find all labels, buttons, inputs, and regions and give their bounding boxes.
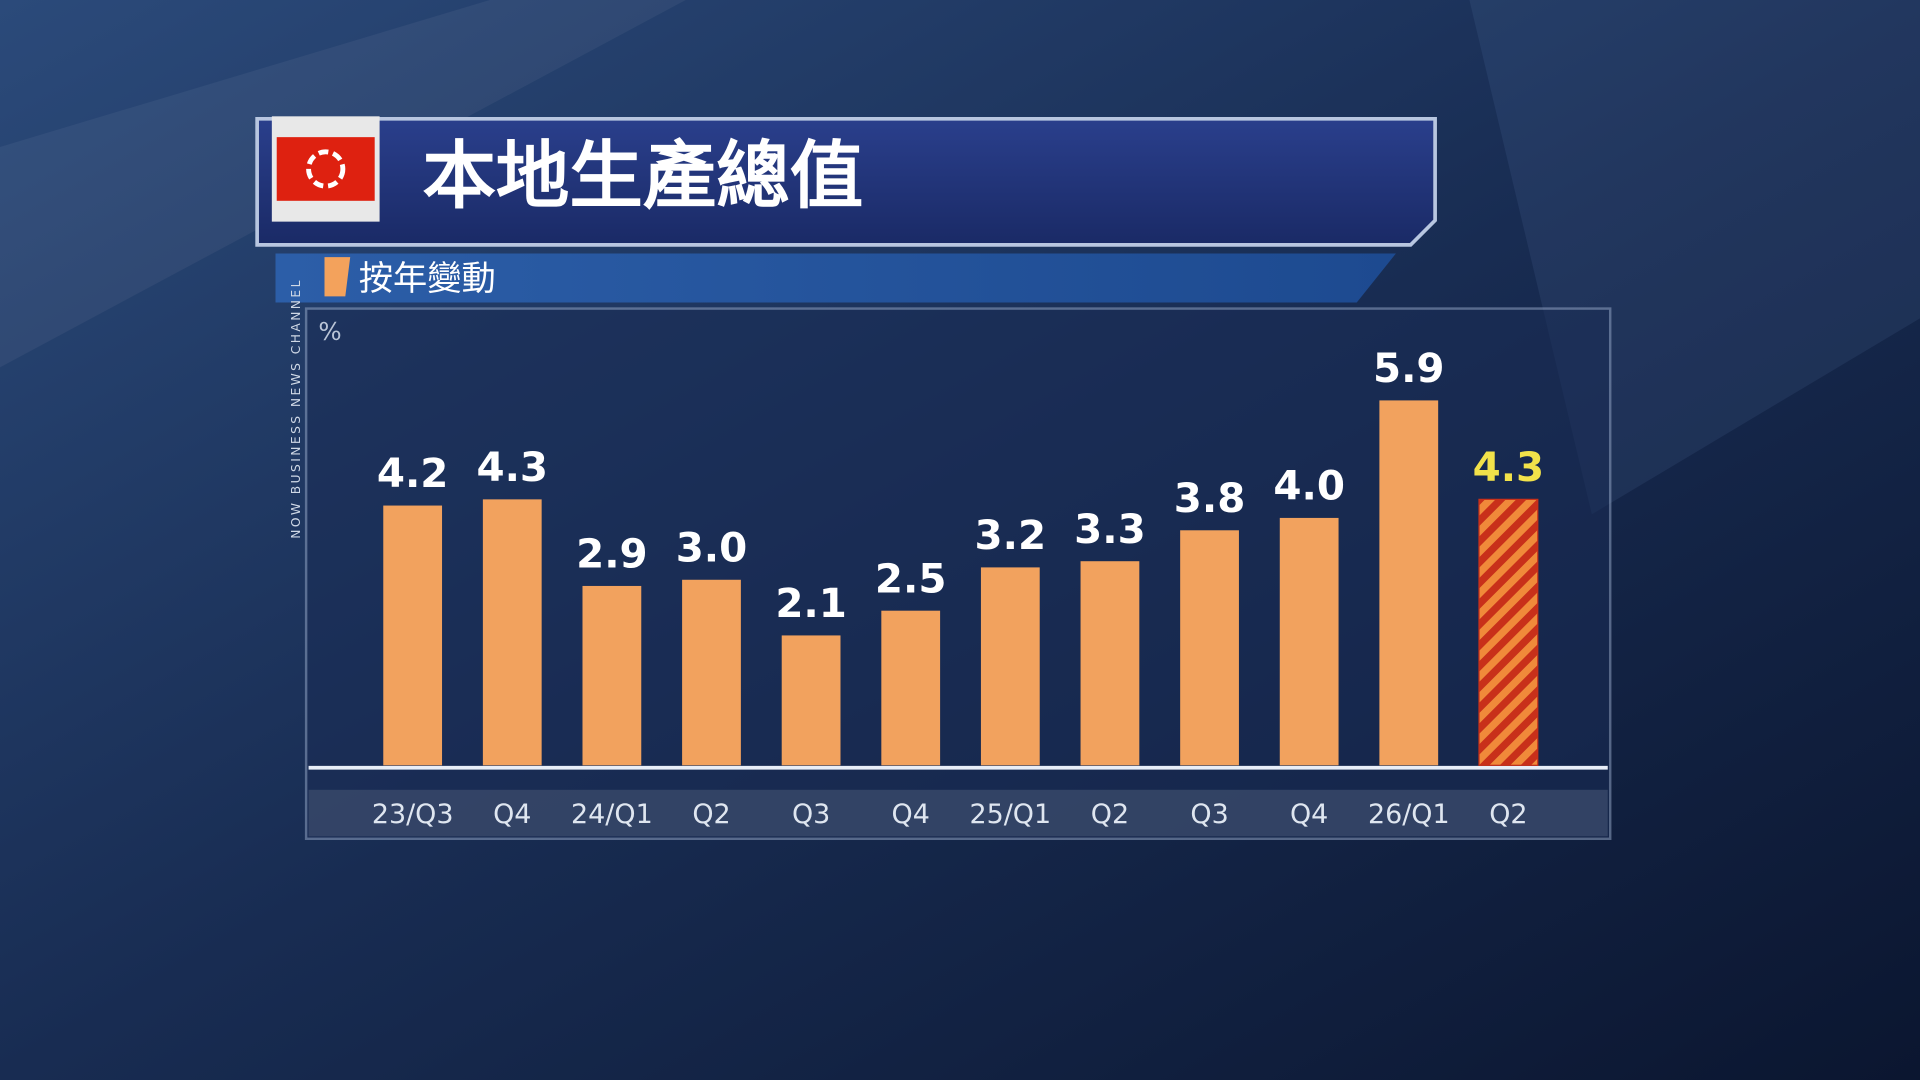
x-tick-label: 23/Q3 <box>372 799 454 830</box>
bar <box>1279 517 1339 766</box>
bar <box>1379 400 1439 766</box>
bar <box>881 610 941 766</box>
value-label: 4.0 <box>1273 462 1345 510</box>
bar <box>682 579 741 766</box>
x-tick-label: 26/Q1 <box>1368 799 1450 830</box>
value-label: 3.3 <box>1074 505 1146 553</box>
subtitle-marker <box>324 257 351 297</box>
bars: 4.2 23/Q3 4.3 Q4 2.9 24/Q1 3.0 Q2 2.1 Q3 2.5 Q4 3.2 2… <box>372 344 1544 830</box>
bar <box>781 635 841 766</box>
bar <box>1180 530 1239 766</box>
subtitle-bar <box>275 253 1396 303</box>
title: 本地生產總值 <box>422 134 863 219</box>
bar <box>980 567 1040 766</box>
value-label: 4.3 <box>476 443 548 491</box>
value-label: 2.5 <box>875 554 947 602</box>
value-label: 3.0 <box>676 523 748 571</box>
category-band <box>308 789 1608 837</box>
value-label: 2.9 <box>576 530 648 578</box>
x-tick-label: 24/Q1 <box>571 799 653 830</box>
bar <box>1478 498 1539 766</box>
bar <box>482 499 542 766</box>
x-tick-label: 25/Q1 <box>969 799 1051 830</box>
x-tick-label: Q2 <box>1091 799 1129 830</box>
flag <box>276 137 375 201</box>
x-tick-label: Q2 <box>692 799 730 830</box>
value-label: 4.2 <box>377 449 449 497</box>
value-label: 4.3 <box>1473 443 1545 491</box>
value-label: 3.8 <box>1174 474 1246 522</box>
value-label: 5.9 <box>1373 344 1445 392</box>
channel-label: NOW BUSINESS NEWS CHANNEL <box>289 278 303 539</box>
flag-emblem <box>306 149 346 189</box>
unit-label: % <box>318 317 341 346</box>
bar <box>582 585 642 766</box>
x-tick-label: Q4 <box>892 799 930 830</box>
value-label: 3.2 <box>975 511 1047 559</box>
x-tick-label: Q4 <box>493 799 531 830</box>
value-label: 2.1 <box>775 579 847 627</box>
bar <box>383 505 443 766</box>
x-tick-label: Q4 <box>1290 799 1328 830</box>
x-tick-label: Q3 <box>792 799 830 830</box>
title-banner <box>255 116 1437 247</box>
x-tick-label: Q2 <box>1489 799 1527 830</box>
bar <box>1080 561 1140 766</box>
subtitle: 按年變動 <box>359 259 496 299</box>
x-tick-label: Q3 <box>1190 799 1228 830</box>
